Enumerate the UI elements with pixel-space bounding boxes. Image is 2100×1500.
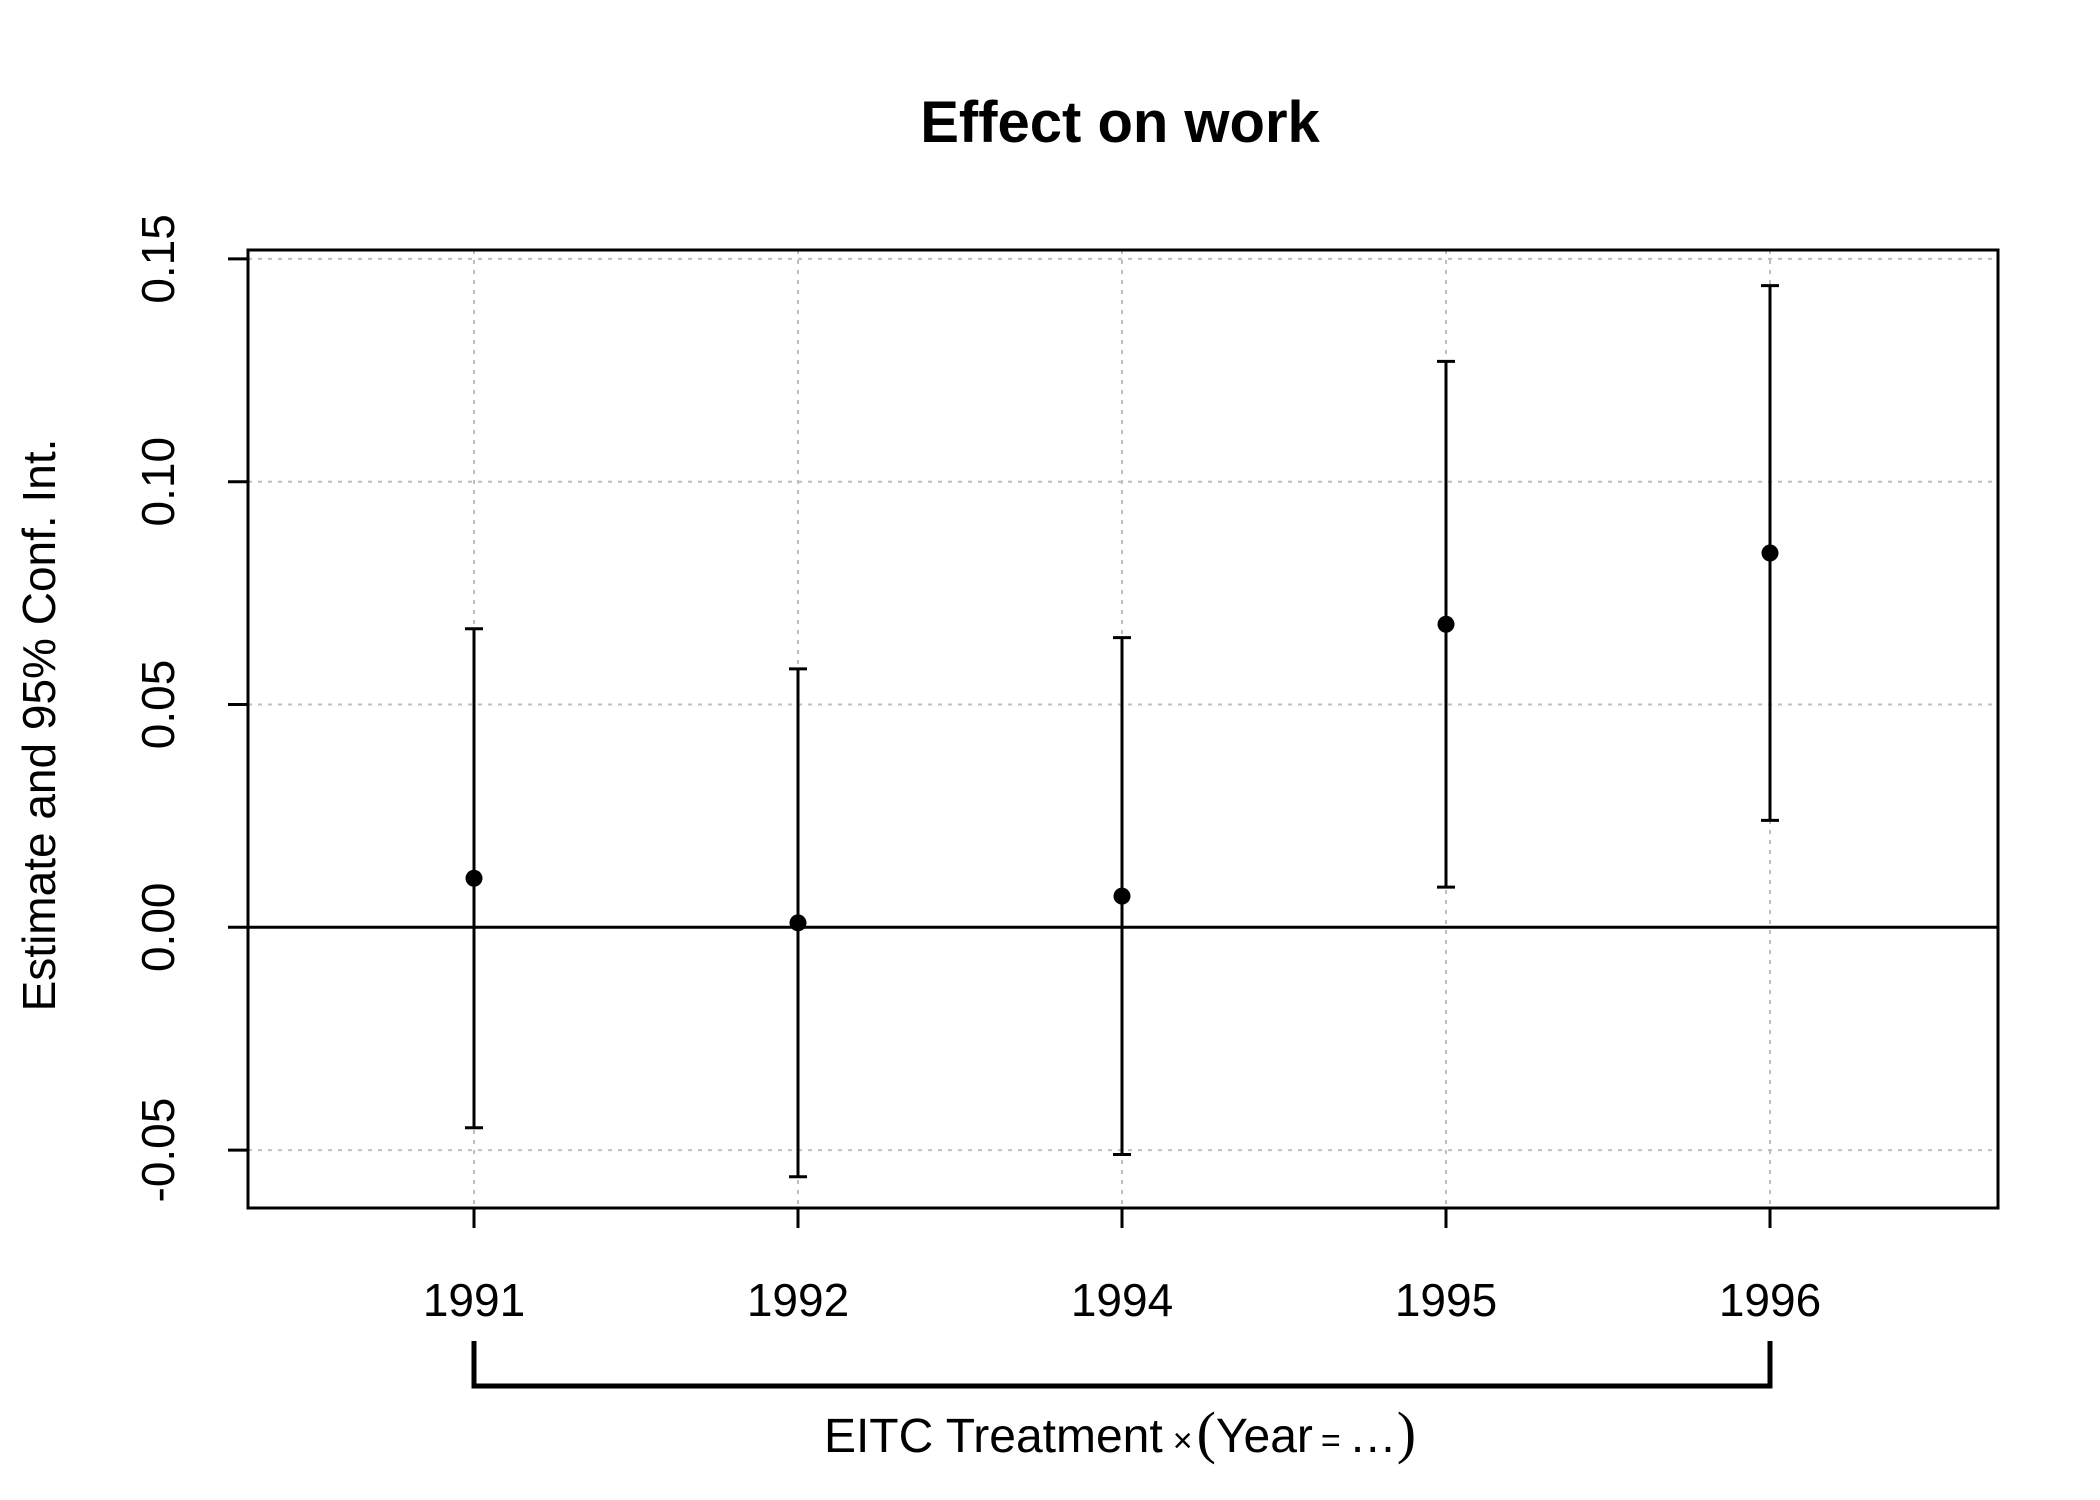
bracket-label-eq: = [1321,1422,1341,1460]
x-tick-label: 1994 [1071,1274,1173,1326]
error-bars [465,284,1779,1179]
year-bracket [471,1341,1773,1389]
bracket-label-main: EITC Treatment [824,1410,1163,1463]
x-tick-label: 1996 [1719,1274,1821,1326]
chart-title: Effect on work [920,90,1320,155]
estimate-point-1991 [465,869,483,887]
estimate-point-1996 [1761,544,1779,562]
x-tick-label: 1992 [747,1274,849,1326]
y-tick-label: 0.10 [132,437,184,527]
y-tick-label: 0.00 [132,883,184,973]
estimate-point-1992 [789,914,807,932]
y-tick-label: 0.15 [132,214,184,304]
bracket-label-times: × [1173,1422,1193,1460]
bracket-label: EITC Treatment ×(Year =…) [824,1400,1416,1465]
x-tick-label: 1995 [1395,1274,1497,1326]
bracket-label-open: ( [1197,1400,1216,1465]
y-tick-label: 0.05 [132,660,184,750]
x-tick-label: 1991 [423,1274,525,1326]
y-tick-label: -0.05 [132,1098,184,1203]
estimate-point-1995 [1437,615,1455,633]
x-axis: 1991 1992 1994 1995 1996 [423,1208,1821,1326]
bracket-label-year: Year [1216,1410,1313,1463]
y-axis-label: Estimate and 95% Conf. Int. [13,439,65,1012]
bracket-label-close: ) [1397,1400,1416,1465]
estimate-point-1994 [1113,887,1131,905]
y-axis: -0.05 0.00 0.05 0.10 0.15 [132,214,250,1203]
bracket-label-dots: … [1349,1410,1397,1463]
